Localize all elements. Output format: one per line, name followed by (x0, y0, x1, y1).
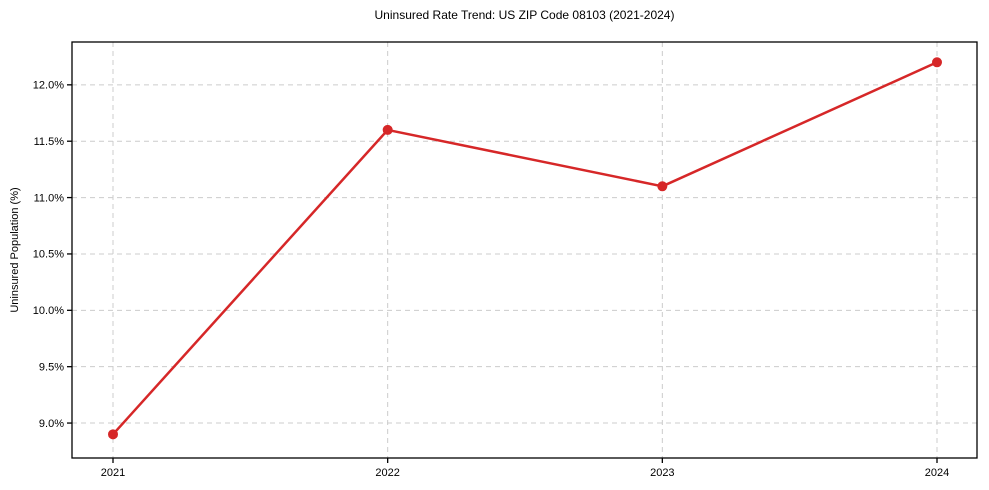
y-tick-label: 10.5% (33, 249, 64, 261)
data-point-marker (657, 181, 668, 192)
y-tick-label: 10.0% (33, 305, 64, 317)
y-axis-label: Uninsured Population (%) (9, 187, 21, 313)
data-point-marker (382, 124, 393, 135)
data-point-marker (932, 57, 942, 68)
x-tick-label: 2023 (650, 467, 674, 479)
x-tick-label: 2021 (101, 467, 125, 479)
y-tick-label: 9.0% (39, 418, 64, 430)
y-tick-label: 11.5% (34, 136, 65, 148)
x-tick-label: 2024 (925, 467, 949, 479)
y-tick-label: 11.0% (34, 192, 65, 204)
data-point-marker (108, 429, 118, 440)
chart-title: Uninsured Rate Trend: US ZIP Code 08103 … (374, 8, 675, 22)
plot-border (71, 41, 978, 459)
trend-line (111, 61, 939, 436)
y-tick-label: 12.0% (33, 80, 64, 92)
x-tick-label: 2022 (375, 467, 399, 479)
y-tick-label: 9.5% (39, 361, 64, 373)
